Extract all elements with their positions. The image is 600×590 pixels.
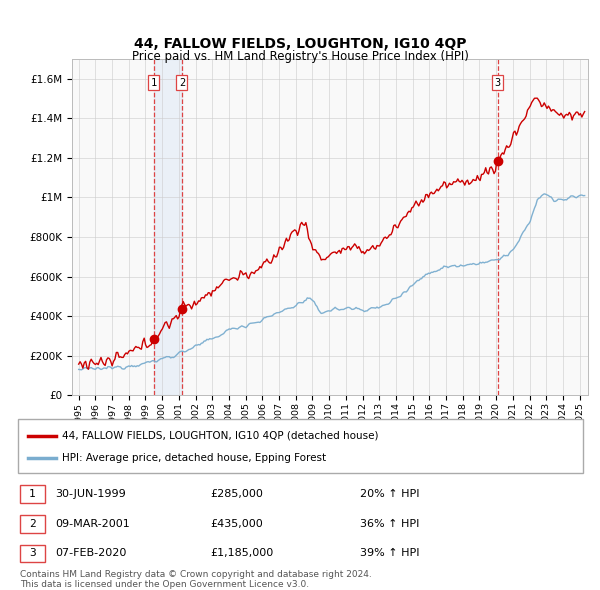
Bar: [20, 545, 45, 562]
Text: 44, FALLOW FIELDS, LOUGHTON, IG10 4QP (detached house): 44, FALLOW FIELDS, LOUGHTON, IG10 4QP (d…: [62, 431, 379, 441]
Text: 39% ↑ HPI: 39% ↑ HPI: [360, 549, 419, 558]
Text: 1: 1: [29, 489, 36, 499]
Text: Contains HM Land Registry data © Crown copyright and database right 2024.: Contains HM Land Registry data © Crown c…: [20, 570, 372, 579]
Text: 20% ↑ HPI: 20% ↑ HPI: [360, 489, 419, 499]
Bar: [154, 59, 182, 395]
Text: £435,000: £435,000: [210, 519, 263, 529]
Text: Price paid vs. HM Land Registry's House Price Index (HPI): Price paid vs. HM Land Registry's House …: [131, 50, 469, 63]
Text: 3: 3: [29, 549, 36, 558]
Text: 44, FALLOW FIELDS, LOUGHTON, IG10 4QP: 44, FALLOW FIELDS, LOUGHTON, IG10 4QP: [134, 37, 466, 51]
Text: £285,000: £285,000: [210, 489, 263, 499]
Text: 2: 2: [179, 78, 185, 88]
Text: 07-FEB-2020: 07-FEB-2020: [55, 549, 127, 558]
Text: £1,185,000: £1,185,000: [210, 549, 273, 558]
Bar: [18, 419, 583, 473]
Text: 09-MAR-2001: 09-MAR-2001: [55, 519, 130, 529]
Text: 36% ↑ HPI: 36% ↑ HPI: [360, 519, 419, 529]
Bar: [20, 485, 45, 503]
Bar: [20, 515, 45, 533]
Text: 3: 3: [494, 78, 501, 88]
Text: 1: 1: [151, 78, 157, 88]
Text: 30-JUN-1999: 30-JUN-1999: [55, 489, 126, 499]
Text: 2: 2: [29, 519, 36, 529]
Text: This data is licensed under the Open Government Licence v3.0.: This data is licensed under the Open Gov…: [20, 579, 309, 589]
Text: HPI: Average price, detached house, Epping Forest: HPI: Average price, detached house, Eppi…: [62, 453, 326, 463]
